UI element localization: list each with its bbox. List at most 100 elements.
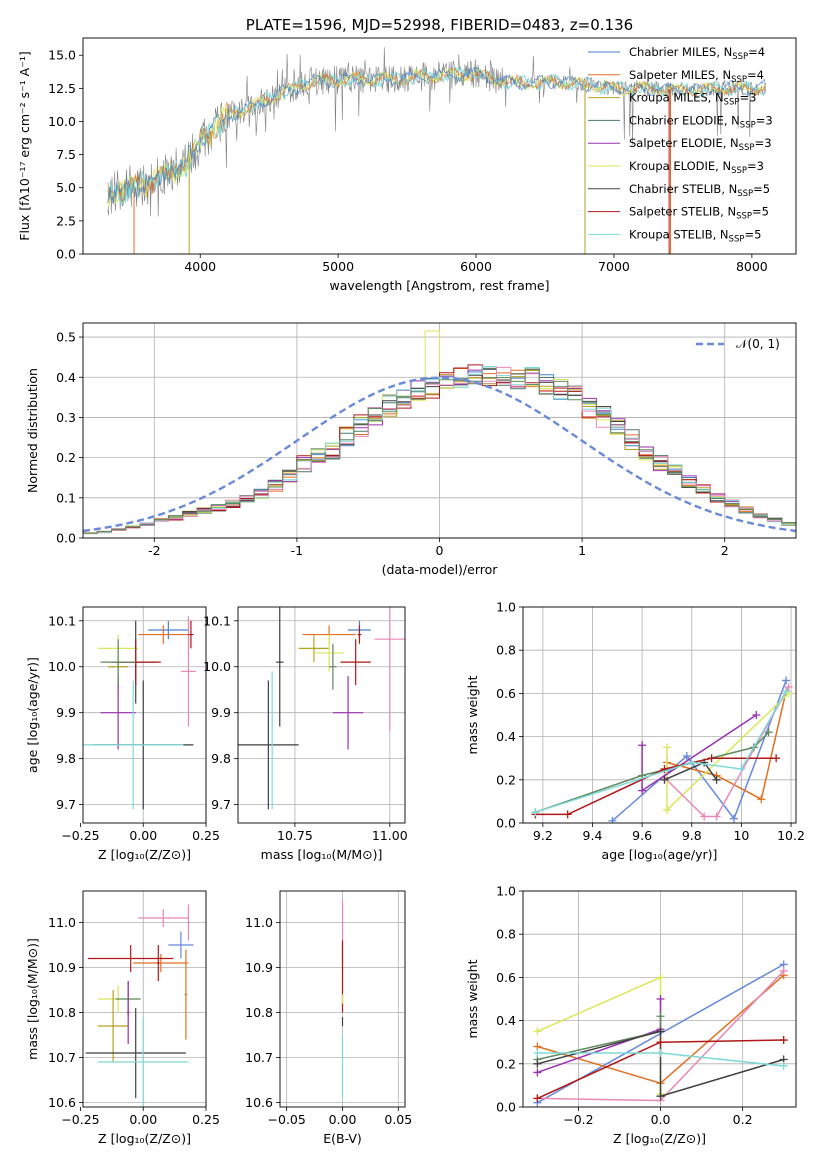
y-tick-label: 10.8 bbox=[48, 1005, 76, 1020]
x-axis-label: Z [log₁₀(Z/Z⊙)] bbox=[613, 1131, 706, 1146]
panel-residuals: -2 -1 0 1 2 0.0 0.1 0.2 0.3 0.4 0.5 (data-model)/er… bbox=[25, 322, 797, 577]
weight-series bbox=[611, 680, 787, 822]
errorbar-point bbox=[298, 634, 330, 663]
y-tick-label: 10.6 bbox=[48, 1095, 76, 1110]
legend-suffix: =3 bbox=[747, 159, 764, 173]
errorbar-point bbox=[157, 945, 160, 981]
y-tick-label: 0.4 bbox=[56, 370, 76, 385]
x-tick-label: 0.05 bbox=[384, 1112, 412, 1127]
y-tick-label: 5.0 bbox=[56, 180, 76, 195]
weight-marker bbox=[752, 711, 761, 719]
y-tick-label: 0.0 bbox=[496, 1100, 516, 1115]
weight-marker bbox=[533, 1027, 542, 1036]
axes-frame bbox=[237, 606, 406, 824]
errorbar-point bbox=[187, 904, 190, 941]
legend-label: Chabrier STELIB, N bbox=[629, 182, 737, 196]
y-tick-label: 0.8 bbox=[496, 643, 516, 658]
panel-massweight-vs-age: 9.2 9.4 9.6 9.8 10 10.2 0.0 0.2 0.4 0.6 0.8 1.0 age … bbox=[465, 600, 805, 863]
chart-title: PLATE=1596, MJD=52998, FIBERID=0483, z=0… bbox=[246, 16, 633, 34]
y-tick-label: 10.0 bbox=[203, 659, 231, 674]
y-axis-label: mass weight bbox=[465, 675, 480, 754]
weight-marker bbox=[662, 806, 671, 815]
plot-area bbox=[83, 616, 196, 810]
y-tick-label: 10.6 bbox=[245, 1095, 273, 1110]
legend-suffix: =5 bbox=[752, 205, 769, 219]
legend-entry: Salpeter MILES, NSSP=4 bbox=[629, 68, 764, 85]
y-tick-label: 9.9 bbox=[56, 705, 76, 720]
y-tick-label: 9.7 bbox=[56, 797, 76, 812]
x-tick-label: 11.00 bbox=[372, 828, 408, 843]
weight-marker bbox=[531, 808, 540, 817]
x-tick-label: 0.2 bbox=[733, 1112, 753, 1127]
x-tick-label: 2 bbox=[721, 543, 729, 558]
errorbar-point bbox=[357, 625, 362, 644]
weight-series bbox=[535, 731, 770, 813]
y-axis-label: Flux [fλ10⁻¹⁷ erg cm⁻² s⁻¹ A⁻¹] bbox=[17, 51, 32, 240]
x-tick-label: −0.05 bbox=[268, 1112, 306, 1127]
axes-frame bbox=[82, 606, 207, 824]
errorbar-point bbox=[138, 625, 189, 644]
legend-label: Salpeter ELODIE, N bbox=[629, 136, 739, 150]
y-tick-label: 1.0 bbox=[496, 600, 516, 615]
weight-marker bbox=[656, 995, 665, 1003]
errorbar-point bbox=[100, 675, 136, 750]
y-tick-label: 0.0 bbox=[56, 247, 76, 262]
errorbar-point bbox=[340, 639, 371, 686]
weight-marker bbox=[533, 1094, 542, 1103]
axes-frame bbox=[279, 890, 406, 1108]
errorbar-point bbox=[83, 680, 184, 810]
x-tick-label: 5000 bbox=[322, 259, 354, 274]
weight-marker bbox=[779, 1036, 788, 1045]
y-tick-label: 9.8 bbox=[56, 751, 76, 766]
x-tick-label: 9.4 bbox=[583, 828, 603, 843]
legend-sub: SSP bbox=[729, 234, 745, 244]
y-tick-label: 10.7 bbox=[48, 1050, 76, 1065]
y-tick-label: 0.4 bbox=[496, 1013, 516, 1028]
legend-entry: Kroupa ELODIE, NSSP=3 bbox=[629, 159, 764, 176]
plot-area bbox=[85, 904, 194, 1107]
y-tick-label: 0.4 bbox=[496, 729, 516, 744]
legend-label: Kroupa ELODIE, N bbox=[629, 159, 731, 173]
legend-sub: SSP bbox=[737, 189, 753, 199]
legend-sub: SSP bbox=[740, 120, 756, 130]
weight-marker bbox=[782, 676, 791, 685]
gaussian-curve bbox=[83, 376, 796, 533]
y-tick-label: 10.1 bbox=[203, 613, 231, 628]
errorbar-point bbox=[148, 620, 189, 640]
weight-marker bbox=[563, 810, 572, 819]
x-tick-label: -2 bbox=[148, 543, 160, 558]
y-tick-label: 7.5 bbox=[56, 147, 76, 162]
errorbar-point bbox=[313, 634, 345, 672]
legend-suffix: =3 bbox=[739, 91, 756, 105]
axes-frame bbox=[82, 890, 207, 1108]
weight-marker bbox=[660, 775, 669, 784]
y-tick-label: 9.7 bbox=[211, 797, 231, 812]
legend-label: Chabrier ELODIE, N bbox=[629, 113, 740, 127]
weight-series bbox=[535, 757, 777, 816]
legend-label: Kroupa MILES, N bbox=[629, 91, 724, 105]
plot-area bbox=[238, 607, 405, 810]
errorbar-point bbox=[180, 616, 196, 727]
weight-marker bbox=[533, 1059, 542, 1068]
panel-mass-vs-Z: −0.25 0.00 0.25 10.6 10.7 10.8 10.9 11.0 Z [log₁… bbox=[25, 890, 220, 1146]
weight-marker bbox=[707, 754, 716, 763]
axes-frame bbox=[522, 890, 797, 1108]
y-tick-label: 10.9 bbox=[245, 960, 273, 975]
x-tick-label: 9.8 bbox=[682, 828, 702, 843]
y-tick-label: 10.1 bbox=[48, 613, 76, 628]
panel-age-vs-Z: −0.25 0.00 0.25 9.7 9.8 9.9 10.0 10.1 Z [log₁₀(Z… bbox=[25, 606, 220, 862]
legend-entry: Chabrier STELIB, NSSP=5 bbox=[629, 182, 770, 199]
errorbar-point bbox=[85, 1008, 186, 1098]
errorbar-point bbox=[238, 680, 299, 810]
histogram-series bbox=[83, 368, 796, 534]
y-tick-label: 10.9 bbox=[48, 960, 76, 975]
weight-marker bbox=[712, 775, 721, 784]
x-tick-label: 8000 bbox=[736, 259, 768, 274]
x-tick-label: 9.2 bbox=[533, 828, 553, 843]
x-tick-label: 1 bbox=[578, 543, 586, 558]
y-tick-label: 10.8 bbox=[245, 1005, 273, 1020]
errorbar-point bbox=[184, 949, 188, 1040]
legend-entry: Salpeter STELIB, NSSP=5 bbox=[629, 205, 769, 222]
legend-sub: SSP bbox=[739, 143, 755, 153]
panel-mass-vs-EBV: −0.05 0.00 0.05 10.6 10.7 10.8 10.9 11.0 E(B-V) bbox=[245, 890, 412, 1146]
